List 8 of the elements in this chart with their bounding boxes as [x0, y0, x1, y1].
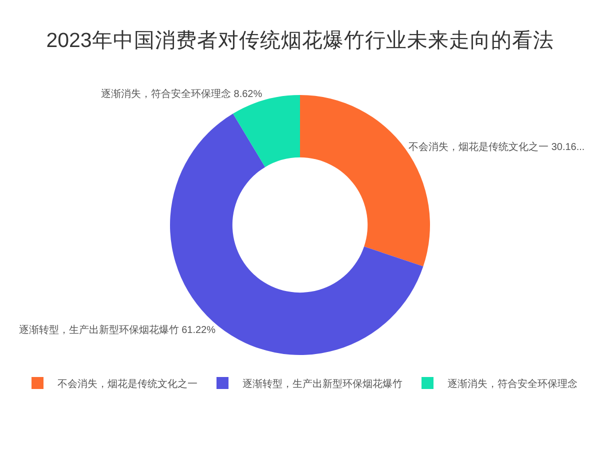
- chart-title: 2023年中国消费者对传统烟花爆竹行业未来走向的看法: [46, 29, 554, 52]
- category-label: 逐渐消失，符合安全环保理念 8.62%: [100, 89, 262, 100]
- donut-slice: [300, 95, 430, 266]
- category-label: 不会消失，烟花是传统文化之一 30.16...: [408, 142, 585, 154]
- legend-label: 逐渐转型，生产出新型环保烟花爆竹: [242, 378, 402, 390]
- legend-label: 逐渐消失，符合安全环保理念: [448, 378, 578, 390]
- legend-label: 不会消失，烟花是传统文化之一: [58, 378, 198, 390]
- category-label: 逐渐转型，生产出新型环保烟花爆竹 61.22%: [18, 325, 216, 336]
